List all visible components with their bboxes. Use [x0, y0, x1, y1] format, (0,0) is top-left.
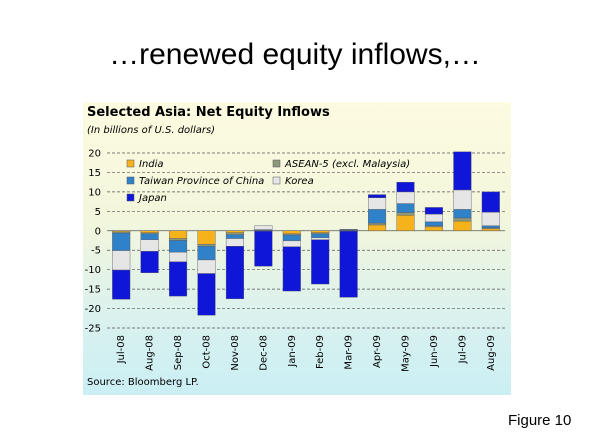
chart-panel: Selected Asia: Net Equity Inflows (In bi… — [83, 102, 511, 395]
legend-swatch — [272, 159, 281, 168]
x-tick-label: Oct-08 — [202, 335, 213, 369]
bar-segment — [396, 191, 415, 204]
figure-label: Figure 10 — [508, 412, 572, 429]
bar-segment — [225, 234, 244, 239]
bar-segment — [424, 213, 443, 223]
bar-segment — [368, 197, 387, 210]
legend-label: Korea — [285, 176, 314, 187]
bar-segment — [396, 212, 415, 216]
bar-segment — [396, 181, 415, 193]
legend-swatch — [126, 159, 135, 168]
bar-segment — [481, 225, 500, 228]
bar-segment — [282, 230, 301, 235]
y-tick-label: -25 — [85, 324, 101, 335]
bar-segment — [396, 215, 415, 231]
bar-segment — [424, 221, 443, 226]
x-tick-label: Nov-08 — [230, 335, 241, 371]
bar-segment — [481, 211, 500, 226]
legend-label: Taiwan Province of China — [139, 176, 264, 187]
y-tick-label: 10 — [88, 187, 101, 198]
bar-segment — [453, 217, 472, 222]
bar-segment — [140, 233, 159, 240]
y-tick-label: -5 — [91, 246, 101, 257]
bar-segment — [197, 246, 216, 261]
bar-segment — [254, 230, 273, 267]
bar-segment — [424, 207, 443, 215]
chart-plot: 20 15 10 5 0 -5 -10 -15 -20 -25 Jul-08 Aug-08 Sep-08… — [85, 149, 505, 372]
bar-segment — [140, 239, 159, 252]
bar-segment — [396, 203, 415, 213]
legend-label: ASEAN-5 (excl. Malaysia) — [284, 159, 410, 170]
bar-segment — [368, 222, 387, 226]
bar-segment — [453, 151, 472, 191]
legend-label: Japan — [137, 193, 167, 204]
bar-segment — [140, 251, 159, 273]
bar-segment — [225, 230, 244, 233]
x-tick-label: Sep-08 — [173, 335, 184, 370]
y-tick-label: -10 — [85, 265, 101, 276]
bar-segment — [225, 238, 244, 247]
bar-segment — [112, 232, 131, 251]
x-tick-label: Feb-09 — [315, 335, 326, 369]
bar-segment — [197, 273, 216, 316]
y-tick-label: 15 — [88, 168, 101, 179]
bar-segment — [254, 225, 273, 230]
bar-segment — [311, 233, 330, 238]
legend-swatch — [126, 193, 135, 202]
legend-label: India — [139, 159, 164, 170]
bar-segment — [311, 230, 330, 233]
x-tick-label: Jul-09 — [457, 335, 468, 364]
bar-segment — [112, 250, 131, 271]
x-tick-label: May-09 — [401, 335, 412, 372]
legend-swatch — [126, 176, 135, 185]
bar-segment — [169, 261, 188, 297]
bar-segment — [339, 229, 358, 230]
x-tick-label: Jun-09 — [429, 335, 440, 368]
bar-segment — [225, 232, 244, 235]
slide-title: …renewed equity inflows,… — [109, 38, 481, 71]
bar-segment — [169, 230, 188, 239]
x-tick-label: Aug-09 — [486, 335, 497, 371]
bar-segment — [225, 246, 244, 300]
bar-segment — [453, 209, 472, 219]
bar-segment — [481, 191, 500, 213]
y-tick-label: 5 — [95, 207, 101, 218]
bar-segment — [368, 209, 387, 224]
bar-segment — [169, 240, 188, 253]
bar-segment — [368, 194, 387, 198]
y-tick-label: 0 — [95, 226, 101, 237]
bar-segment — [453, 189, 472, 210]
bar-segment — [140, 230, 159, 233]
bar-segment — [481, 228, 500, 231]
y-tick-label: -20 — [85, 304, 101, 315]
y-tick-label: 20 — [88, 149, 101, 160]
chart-subtitle: (In billions of U.S. dollars) — [87, 125, 216, 136]
bar-segment — [169, 238, 188, 241]
bar-segment — [339, 230, 358, 298]
bar-segment — [368, 224, 387, 231]
x-tick-label: Dec-08 — [258, 335, 269, 371]
bar-segment — [282, 240, 301, 247]
bar-segment — [282, 234, 301, 242]
y-tick-label: -15 — [85, 285, 101, 296]
bar-segment — [169, 251, 188, 263]
bar-segment — [311, 237, 330, 240]
x-tick-label: Jan-09 — [287, 335, 298, 368]
bar-segment — [453, 220, 472, 231]
x-tick-label: Jul-08 — [116, 335, 127, 364]
x-tick-label: Aug-08 — [145, 335, 156, 371]
chart-title: Selected Asia: Net Equity Inflows — [87, 105, 330, 120]
legend-swatch — [272, 176, 281, 185]
bar-segment — [197, 259, 216, 274]
x-tick-label: Apr-09 — [372, 335, 383, 368]
bar-segment — [197, 230, 216, 245]
bar-segment — [424, 226, 443, 231]
bar-segment — [311, 239, 330, 285]
source-note: Source: Bloomberg LP. — [87, 377, 199, 388]
x-tick-label: Mar-09 — [344, 335, 355, 370]
bar-segment — [282, 246, 301, 292]
bar-segment — [112, 269, 131, 300]
bar-segment — [197, 244, 216, 247]
